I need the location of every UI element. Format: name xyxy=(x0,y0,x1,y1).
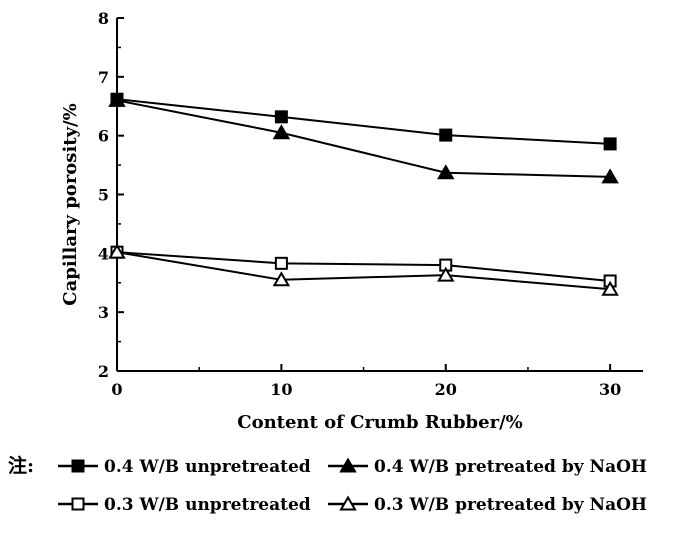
legend-item: 0.4 W/B pretreated by NaOH xyxy=(328,457,647,477)
triangle-marker xyxy=(437,266,455,282)
legend-label: 0.4 W/B pretreated by NaOH xyxy=(374,457,647,477)
y-tick-label: 3 xyxy=(98,303,109,322)
legend-label: 0.3 W/B unpretreated xyxy=(104,495,311,515)
square-marker xyxy=(603,137,617,151)
square-marker xyxy=(71,497,85,511)
y-tick-label: 4 xyxy=(98,244,109,263)
legend-note-label: 注: xyxy=(8,454,34,477)
square-marker xyxy=(274,110,288,124)
series-line xyxy=(116,99,611,178)
y-axis-title: Capillary porosity/% xyxy=(60,103,81,305)
triangle-marker xyxy=(108,243,126,259)
square-marker xyxy=(439,128,453,142)
triangle-marker xyxy=(272,271,291,287)
legend-item: 0.4 W/B unpretreated xyxy=(58,457,311,477)
triangle-marker xyxy=(601,168,619,184)
series-line xyxy=(116,251,611,291)
y-tick-label: 8 xyxy=(98,9,109,28)
triangle-marker xyxy=(601,280,619,296)
legend: 注: 0.4 W/B unpretreated 0.4 W/B pretreate… xyxy=(8,454,647,515)
triangle-marker xyxy=(108,91,126,107)
series xyxy=(108,243,619,296)
y-tick-label: 2 xyxy=(98,362,109,381)
legend-item: 0.3 W/B unpretreated xyxy=(58,495,311,515)
triangle-marker xyxy=(339,495,357,511)
y-ticks: 2 3 4 5 6 7 8 xyxy=(98,9,124,381)
x-axis-title: Content of Crumb Rubber/% xyxy=(237,412,523,433)
series-line xyxy=(116,251,611,282)
square-marker xyxy=(274,256,288,270)
series-line xyxy=(116,98,611,145)
x-tick-label: 0 xyxy=(111,380,122,399)
series xyxy=(110,92,617,151)
plot-area: 2 3 4 5 6 7 8 0 10 20 30 xyxy=(98,9,643,399)
legend-label: 0.3 W/B pretreated by NaOH xyxy=(374,495,647,515)
x-tick-label: 10 xyxy=(270,380,292,399)
y-tick-label: 5 xyxy=(98,186,109,205)
triangle-marker xyxy=(339,457,357,473)
legend-item: 0.3 W/B pretreated by NaOH xyxy=(328,495,647,515)
legend-label: 0.4 W/B unpretreated xyxy=(104,457,311,477)
triangle-marker xyxy=(272,124,291,140)
square-marker xyxy=(71,459,85,473)
series xyxy=(108,91,619,184)
series-layer xyxy=(108,91,619,296)
x-tick-label: 20 xyxy=(435,380,457,399)
y-tick-label: 6 xyxy=(98,127,109,146)
x-ticks: 0 10 20 30 xyxy=(111,364,621,399)
series xyxy=(110,245,617,288)
y-tick-label: 7 xyxy=(98,68,109,87)
triangle-marker xyxy=(437,164,455,180)
x-tick-label: 30 xyxy=(599,380,621,399)
